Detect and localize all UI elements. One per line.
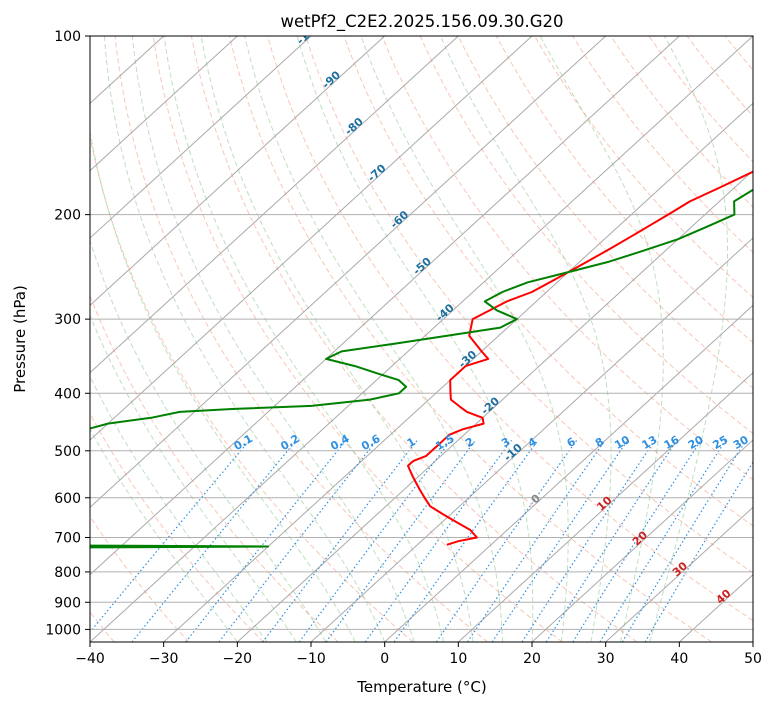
dry-adiabat-line [343,36,753,527]
isotherm-line [605,506,753,642]
x-tick-label: 10 [449,651,467,667]
mixing-ratio-line [364,439,512,642]
dry-adiabat-line [90,134,414,642]
isotherm-label: -100 [294,19,323,47]
y-tick-label: 900 [54,595,81,611]
temperature-profile-line [407,170,753,546]
sounding-profiles [90,170,753,549]
isotherm-line [90,36,607,509]
mixing-ratio-line [572,439,702,642]
mixing-ratio-line [325,439,476,642]
isotherm-line [90,36,386,307]
y-tick-label: 500 [54,444,81,460]
dry-adiabat-line [90,412,264,642]
mixing-ratio-line [435,439,578,642]
mixing-ratio-label: 36 [752,433,772,452]
mixing-ratio-line [599,439,727,642]
x-tick-label: −40 [75,651,105,667]
dry-adiabat-line [229,36,712,642]
y-tick-label: 100 [54,29,81,45]
y-tick-label: 300 [54,312,81,328]
moist-adiabat-line [539,36,664,642]
mixing-ratio-line [218,439,378,642]
moist-adiabat-line [244,36,503,642]
moist-adiabat-line [649,36,728,642]
dry-adiabat-line [152,36,563,642]
mixing-ratio-line [521,439,656,642]
x-tick-label: 20 [523,651,541,667]
mixing-ratio-line [644,461,753,642]
y-tick-label: 800 [54,565,81,581]
y-tick-label: 700 [54,531,81,547]
x-tick-label: 0 [380,651,389,667]
moist-adiabat-line [90,313,297,642]
dewpoint-profile-line [90,188,753,549]
mixing-ratio-line [491,439,629,642]
y-tick-label: 400 [54,386,81,402]
moist-adiabat-line [439,36,612,642]
moist-adiabat-line [90,128,356,642]
chart-title: wetPf2_C2E2.2025.156.09.30.G20 [280,12,563,32]
y-axis: 100 200 300 400 500 600 700 800 900 1000 [45,29,90,638]
plot-frame [89,35,754,643]
x-tick-label: −30 [149,651,179,667]
x-tick-label: 50 [744,651,762,667]
dry-adiabat-line [457,36,753,389]
x-axis-label: Temperature (°C) [356,678,486,696]
x-tick-label: 30 [597,651,615,667]
mixing-ratio-line [131,439,297,642]
y-tick-label: 600 [54,491,81,507]
background-lines [90,36,775,642]
moist-adiabat-line [90,428,238,642]
dry-adiabat-line [419,36,753,435]
x-tick-label: −10 [296,651,326,667]
x-tick-label: 40 [670,651,688,667]
dry-adiabat-line [114,36,488,642]
isotherm-line [163,102,753,642]
moist-adiabat-line [296,36,534,642]
moist-adiabat-line [131,36,415,642]
x-axis: −40 −30 −20 −10 0 10 20 30 40 50 [75,642,762,667]
dry-adiabat-line [267,36,753,622]
isotherm-line [90,36,680,576]
moist-adiabat-line [90,238,327,642]
isotherm-line [531,439,753,642]
x-tick-label: −20 [223,651,253,667]
mixing-ratio-line [621,439,747,642]
dry-adiabat-line [534,36,753,298]
dry-adiabat-line [305,36,753,574]
y-tick-label: 1000 [45,622,81,638]
pressure-gridlines [90,36,753,630]
isotherm-line [752,641,753,642]
moist-adiabat-line [163,36,445,642]
moist-adiabat-line [200,36,474,642]
moist-adiabat-line [360,36,569,642]
isotherm-line [457,371,753,642]
isotherm-line [90,36,533,441]
y-tick-label: 200 [54,208,81,224]
isotherm-line [90,36,312,239]
mixing-ratio-line [545,439,678,642]
isotherm-line [90,36,238,172]
isotherm-line [310,237,753,642]
dry-adiabat-line [763,36,775,642]
moist-adiabat-line [90,375,268,642]
mixing-ratio-line [466,439,606,642]
isotherm-line [90,36,459,374]
isotherm-line [236,169,753,642]
isotherm-line [384,304,753,642]
y-axis-label: Pressure (hPa) [11,285,29,393]
dry-adiabat-line [190,36,638,642]
